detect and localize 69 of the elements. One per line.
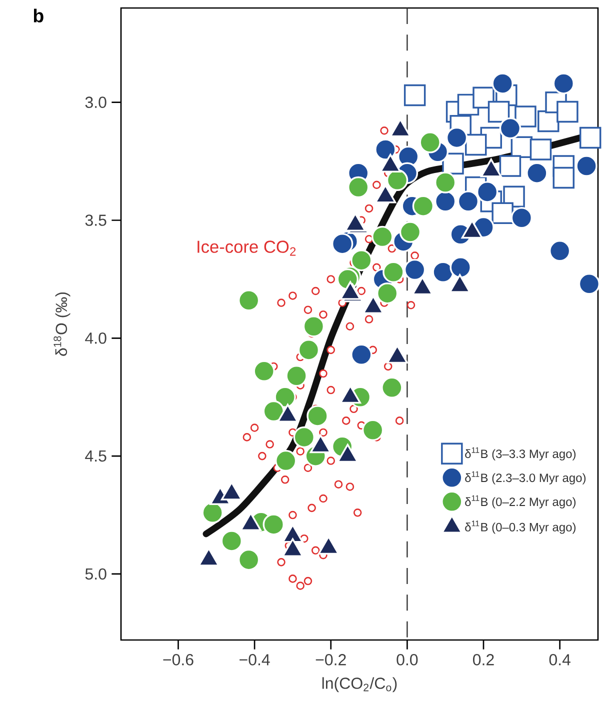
point [262,514,284,536]
legend-label: δ$^{11}$B (0–0.3 Myr ago) [465,520,576,534]
point [347,176,370,198]
point [526,162,548,184]
point [306,405,328,427]
point [372,226,394,248]
point [530,138,552,160]
point [362,419,384,441]
point [552,166,575,189]
point [350,344,372,366]
y-tick-label: 4.5 [85,450,106,462]
point [412,195,434,217]
point [419,132,441,154]
point [374,138,396,160]
x-tick-label: −0.6 [163,654,194,666]
point [465,134,487,156]
y-axis-title: δ$^{18}$O (‰) [54,292,70,356]
legend-label: δ$^{11}$B (3–3.3 Myr ago) [465,447,576,460]
annotation: Ice-core CO$_{2}$ [198,240,296,256]
legend-label: δ$^{11}$B (2.3–3.0 Myr ago) [465,471,586,484]
point [404,84,426,106]
point [434,190,456,212]
point [376,282,398,304]
point [262,400,284,422]
point [220,530,243,552]
x-axis-title: ln(CO$_{2}$/C$_{o}$) [322,677,397,692]
point [556,100,578,123]
point [399,221,422,243]
point [404,258,426,281]
y-tick-label: 5.0 [85,568,106,580]
point [202,502,224,524]
text: b [34,8,44,22]
point [492,72,514,94]
point [274,450,297,472]
point [450,256,472,278]
x-tick-label: 0.2 [473,654,494,666]
point [499,155,522,177]
point [302,315,325,338]
point [381,376,403,399]
point [446,126,468,149]
y-tick-label: 3.5 [85,214,106,226]
point [386,169,408,192]
point [488,100,510,123]
y-tick-label: 4.0 [85,332,106,344]
point [293,426,316,448]
point [476,181,498,203]
point [238,548,260,571]
point [350,249,372,272]
point [492,202,514,224]
point [510,207,533,229]
legend-label: δ$^{11}$B (0–2.2 Myr ago) [465,495,576,508]
point [238,290,260,312]
x-tick-label: 0.0 [396,654,418,666]
point [434,172,456,194]
x-tick-label: −0.4 [240,654,270,666]
point [579,126,602,149]
point [331,232,354,255]
point [298,339,320,361]
point [432,261,454,283]
y-tick-label: 3.0 [85,96,106,108]
point [382,261,404,283]
point [253,360,275,382]
point [457,190,480,212]
x-tick-label: 0.4 [549,654,570,666]
x-tick-label: −0.2 [316,654,346,666]
point [552,72,575,94]
point [548,240,571,262]
point [499,117,522,140]
point [286,365,308,387]
